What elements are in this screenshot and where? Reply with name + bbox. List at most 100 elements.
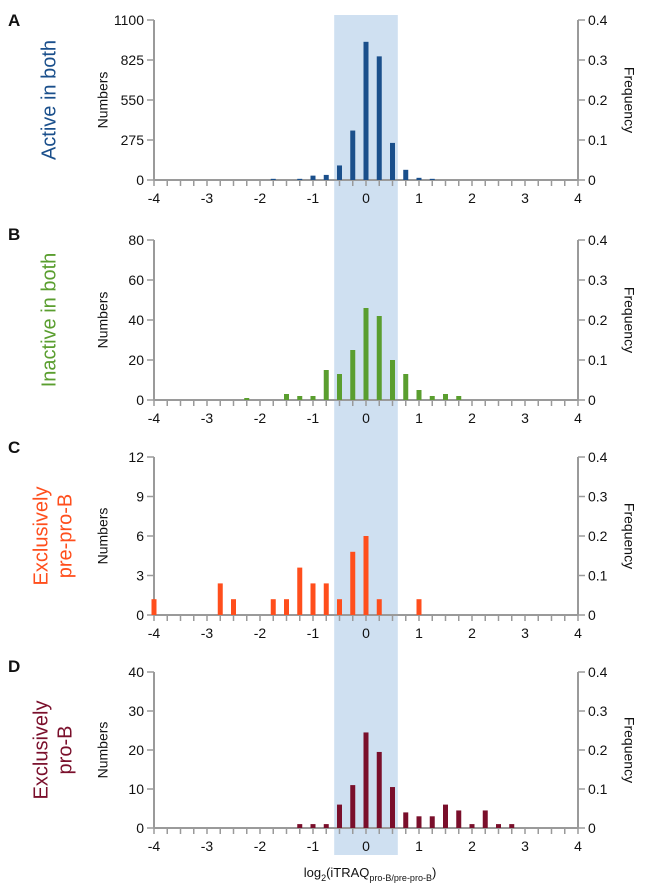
bar [469,824,475,828]
x-tick-label: 2 [468,625,476,641]
y-tick-label: 20 [128,742,144,758]
y2-tick-label: 0.1 [588,132,608,148]
x-tick-label: -3 [201,625,214,641]
bar [244,398,250,400]
panel-letter: D [8,657,20,676]
bar [416,599,422,615]
bar [270,178,276,180]
bar [443,804,448,828]
y-tick-label: 825 [121,52,145,68]
bar [350,551,356,615]
y2-tick-label: 0 [588,820,596,836]
y2-tick-label: 0.2 [588,742,608,758]
y-tick-label: 0 [136,392,144,408]
y2-tick-label: 0.1 [588,781,608,797]
y2-tick-label: 0 [588,392,596,408]
x-tick-label: 1 [415,625,423,641]
x-tick-label: 0 [362,838,370,854]
bar [297,396,303,400]
bar [363,536,369,615]
x-tick-label: 3 [521,410,529,426]
bar [297,824,303,828]
x-tick-label: -3 [201,190,214,206]
x-tick-label: 4 [574,838,582,854]
y-tick-label: 0 [136,172,144,188]
y-tick-label: 20 [128,352,144,368]
bar [363,732,369,828]
panel-title: Exclusively [30,701,52,800]
bar [350,130,356,180]
bar [403,812,409,828]
x-tick-label: 1 [415,410,423,426]
y2-tick-label: 0 [588,172,596,188]
x-tick-label: -2 [254,190,267,206]
x-tick-label: -2 [254,625,267,641]
bar [337,165,342,180]
x-tick-label: -3 [201,410,214,426]
x-axis-title-subscript: pro-B/pre-pro-B [369,873,432,883]
bar [456,396,462,400]
x-tick-label: 0 [362,410,370,426]
panel-letter: B [8,225,20,244]
bar [416,816,422,828]
y-tick-label: 80 [128,232,144,248]
y-axis-title: Numbers [95,72,111,129]
y2-tick-label: 0.3 [588,272,608,288]
panel-title: pro-B [54,726,76,775]
bar [270,599,276,615]
bar [337,599,342,615]
bar [376,56,382,181]
y-tick-label: 1100 [114,12,144,28]
y2-tick-label: 0.4 [588,449,608,465]
x-tick-label: -2 [254,410,267,426]
panel-title: Exclusively [30,487,52,586]
bar [350,785,356,828]
y2-tick-label: 0 [588,607,596,623]
x-tick-label: 1 [415,190,423,206]
y2-tick-label: 0.3 [588,703,608,719]
bar [363,41,369,181]
y-axis-title: Numbers [95,722,111,779]
bar [217,583,223,615]
x-tick-label: -4 [148,190,161,206]
bar [310,583,316,615]
bar [310,175,316,180]
x-axis-title-base: 2 [321,873,326,883]
y-tick-label: 30 [128,703,144,719]
x-axis-title: log2(iTRAQpro-B/pre-pro-B) [304,865,437,883]
y2-tick-label: 0.1 [588,352,608,368]
bar [376,316,382,400]
bar [363,308,369,400]
x-tick-label: -1 [307,190,320,206]
panel-a: A Active in both Numbers Frequency 0 275 550 82… [8,11,637,206]
y2-tick-label: 0.1 [588,568,608,584]
x-tick-label: 2 [468,838,476,854]
bar [429,178,435,180]
x-tick-label: 3 [521,625,529,641]
x-tick-label: 3 [521,838,529,854]
y2-tick-label: 0.4 [588,232,608,248]
bar [456,810,462,828]
bar [429,396,435,400]
bar [323,583,329,615]
x-tick-label: -4 [148,625,161,641]
x-tick-label: 2 [468,410,476,426]
bar [416,177,422,180]
bar [350,350,356,400]
bar [151,599,157,615]
panel-title: pre-pro-B [54,494,76,578]
bar [509,824,515,828]
y-tick-label: 550 [121,92,145,108]
bar [323,370,329,400]
x-tick-label: 2 [468,190,476,206]
y2-tick-label: 0.4 [588,12,608,28]
bar [231,599,236,615]
x-axis-title-open: (iTRAQ [326,865,369,880]
bar [297,567,303,615]
panel-letter: C [8,438,20,457]
x-tick-label: -1 [307,838,320,854]
bar [403,169,409,180]
